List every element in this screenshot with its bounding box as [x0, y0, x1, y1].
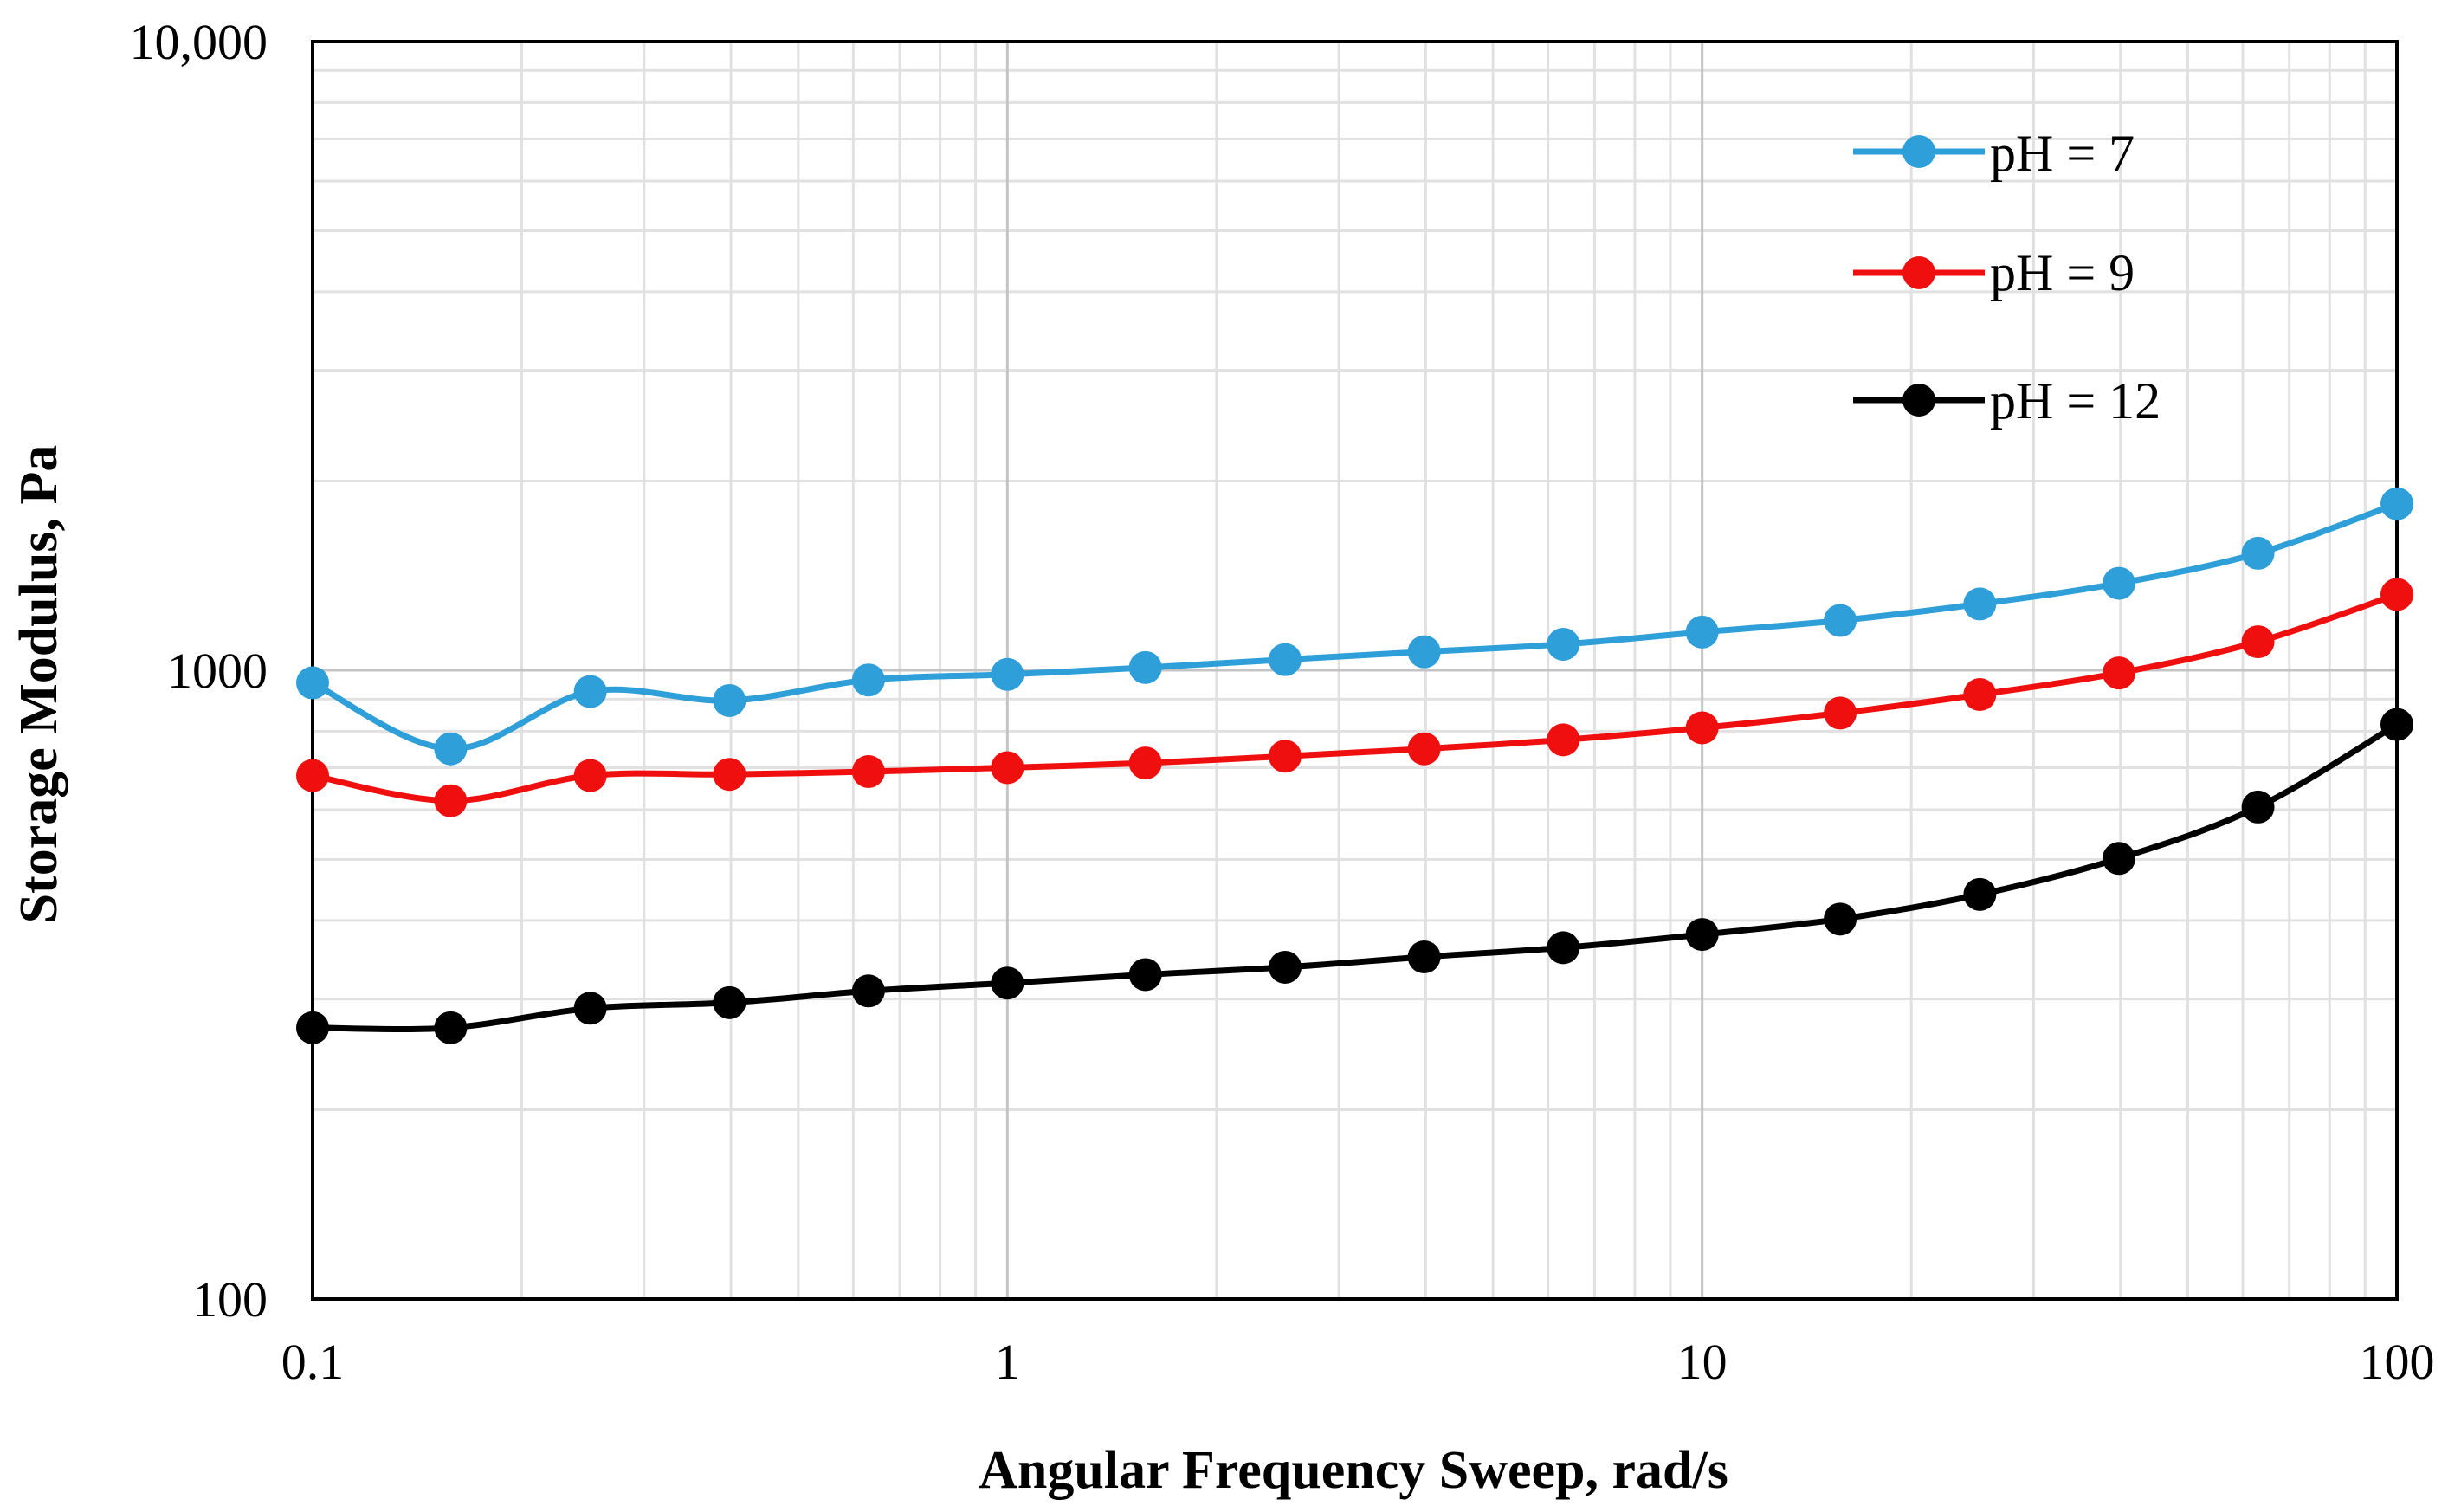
data-point-ph12-10: [1685, 918, 1719, 952]
y-tick-label-10000: 10,000: [130, 14, 268, 70]
data-point-ph12-13: [2102, 842, 2135, 876]
x-tick-label-0.1: 0.1: [281, 1334, 345, 1390]
data-point-ph12-9: [1547, 931, 1580, 965]
data-point-ph9-12: [1963, 678, 1997, 712]
legend-marker-ph7: [1902, 135, 1935, 168]
y-axis-ticks: 100 1000 10,000: [130, 14, 268, 1328]
legend-label-ph7: pH = 7: [1990, 125, 2135, 182]
series-layer: [296, 487, 2413, 1044]
data-point-ph7-7: [1269, 643, 1302, 676]
legend-marker-ph9: [1902, 256, 1935, 289]
y-tick-label-100: 100: [192, 1271, 268, 1328]
series-line-ph9: [312, 591, 2399, 804]
data-point-ph7-15: [2380, 487, 2413, 520]
data-point-ph9-1: [434, 784, 468, 817]
data-point-ph12-11: [1824, 902, 1857, 936]
data-point-ph7-14: [2241, 536, 2275, 570]
series-ph7: [296, 487, 2413, 766]
data-point-ph7-12: [1963, 587, 1997, 621]
data-point-ph12-7: [1269, 950, 1302, 984]
data-point-ph12-1: [434, 1011, 468, 1044]
data-point-ph9-8: [1407, 732, 1441, 766]
data-point-ph7-1: [434, 732, 468, 766]
legend-label-ph9: pH = 9: [1990, 244, 2135, 301]
data-point-ph9-11: [1824, 696, 1857, 730]
legend-marker-ph12: [1902, 384, 1935, 417]
data-point-ph12-3: [713, 985, 746, 1019]
data-point-ph9-15: [2380, 578, 2413, 611]
data-point-ph12-5: [991, 966, 1024, 1000]
data-point-ph12-2: [573, 992, 607, 1025]
data-point-ph7-3: [713, 683, 746, 717]
data-point-ph9-3: [713, 758, 746, 792]
x-axis-ticks: 0.1 1 10 100: [281, 1334, 2435, 1390]
data-point-ph12-8: [1407, 940, 1441, 974]
data-point-ph7-8: [1407, 635, 1441, 669]
data-point-ph12-0: [296, 1011, 329, 1044]
y-axis-title: Storage Modulus, Pa: [10, 445, 68, 924]
data-point-ph9-2: [573, 759, 607, 792]
data-point-ph7-13: [2102, 566, 2135, 600]
series-ph12: [296, 708, 2413, 1044]
x-tick-label-100: 100: [2360, 1334, 2435, 1390]
series-line-ph12: [312, 721, 2399, 1032]
data-point-ph9-6: [1128, 746, 1162, 780]
x-tick-label-1: 1: [995, 1334, 1020, 1390]
legend: pH = 7 pH = 9 pH = 12: [1853, 125, 2161, 430]
data-point-ph7-0: [296, 666, 329, 700]
data-point-ph9-0: [296, 759, 329, 792]
data-point-ph9-13: [2102, 656, 2135, 690]
data-point-ph9-10: [1685, 711, 1719, 745]
data-point-ph12-15: [2380, 708, 2413, 741]
data-point-ph12-14: [2241, 790, 2275, 824]
data-point-ph12-4: [851, 974, 885, 1008]
grid: [311, 40, 2399, 1301]
data-point-ph7-10: [1685, 615, 1719, 649]
data-point-ph7-4: [851, 663, 885, 697]
data-point-ph9-9: [1547, 723, 1580, 757]
data-point-ph7-11: [1824, 604, 1857, 637]
data-point-ph9-4: [851, 754, 885, 788]
legend-label-ph12: pH = 12: [1990, 372, 2161, 430]
data-point-ph9-14: [2241, 625, 2275, 659]
data-point-ph7-6: [1128, 650, 1162, 684]
series-ph9: [296, 578, 2413, 817]
data-point-ph12-6: [1128, 958, 1162, 992]
data-point-ph9-7: [1269, 740, 1302, 773]
y-tick-label-1000: 1000: [167, 643, 268, 699]
data-point-ph12-12: [1963, 877, 1997, 911]
series-line-ph7: [311, 501, 2399, 753]
x-axis-title: Angular Frequency Sweep, rad/s: [979, 1441, 1728, 1500]
data-point-ph9-5: [991, 751, 1024, 785]
data-point-ph7-5: [991, 657, 1024, 691]
data-point-ph7-9: [1547, 627, 1580, 661]
x-tick-label-10: 10: [1677, 1334, 1728, 1390]
data-point-ph7-2: [573, 675, 607, 708]
